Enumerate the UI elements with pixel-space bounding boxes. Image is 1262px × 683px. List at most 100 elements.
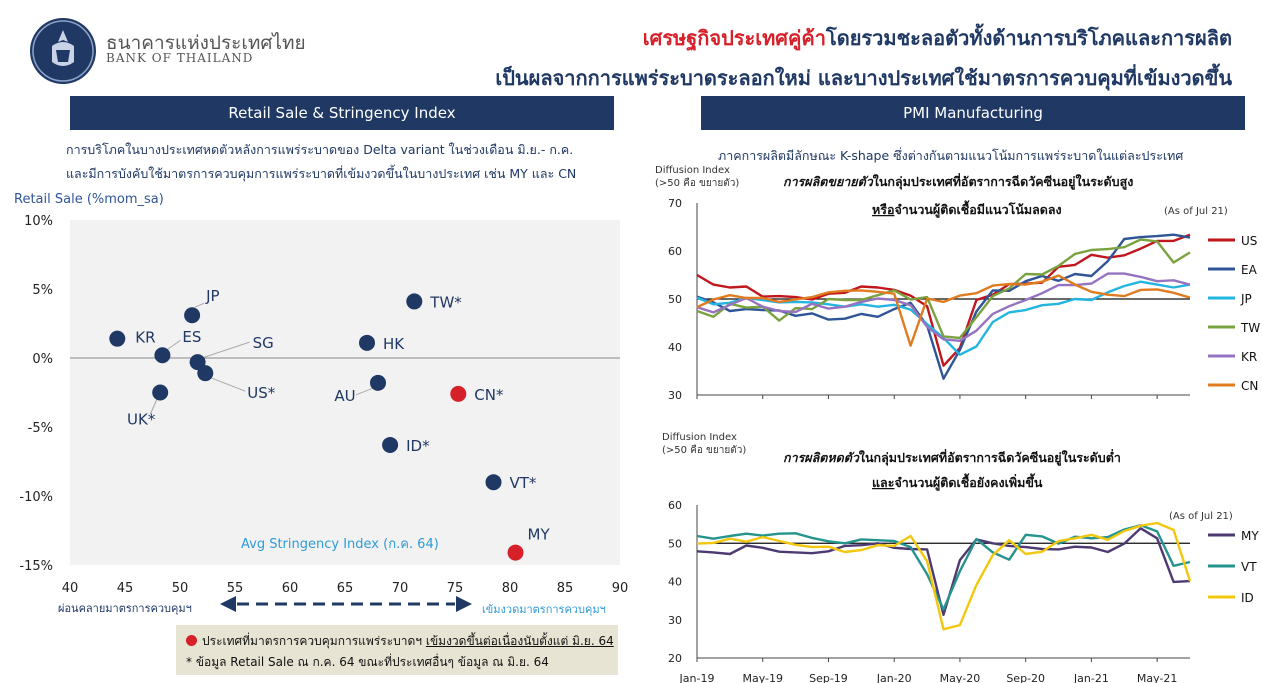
legend-label-tw: TW	[1240, 321, 1260, 335]
footnote-star-text: * ข้อมูล Retail Sale ณ ก.ค. 64 ขณะที่ประ…	[186, 655, 549, 669]
scatter-x-tick: 65	[337, 581, 354, 596]
scatter-y-axis-label: Retail Sale (%mom_sa)	[14, 192, 164, 207]
headline-rest: โดยรวมชะลอตัวทั้งด้านการบริโภคและการผลิต	[825, 26, 1232, 50]
scatter-point-vt	[485, 474, 502, 491]
pmi1-subtitle-underlined: หรือ	[872, 202, 894, 217]
scatter-point-kr	[109, 330, 126, 347]
bank-logo-emblem	[30, 18, 96, 84]
scatter-label-my: MY	[528, 526, 551, 544]
y-tick-label: 60	[668, 499, 682, 512]
footnote-red-row: ประเทศที่มาตรการควบคุมการแพร่ระบาดฯ เข้ม…	[186, 632, 614, 651]
scatter-y-tick: 10%	[24, 214, 53, 229]
pmi2-title-emph: การผลิตหดตัว	[783, 450, 860, 465]
footnote-red-text: ประเทศที่มาตรการควบคุมการแพร่ระบาดฯ	[202, 634, 423, 648]
scatter-leader-sg	[201, 341, 250, 359]
garuda-emblem-icon	[32, 20, 94, 82]
pmi-banner: PMI Manufacturing	[701, 96, 1245, 130]
stringency-arrow	[220, 596, 472, 612]
pmi1-subtitle: หรือจำนวนผู้ติดเชื้อมีแนวโน้มลดลง	[872, 200, 1062, 218]
scatter-leader-jp	[194, 302, 205, 308]
x-tick-label: Sep-20	[1006, 409, 1045, 410]
scatter-point-es	[154, 347, 171, 364]
pmi2-subtitle: และจำนวนผู้ติดเชื้อยังคงเพิ่มขึ้น	[872, 473, 1043, 491]
scatter-leader-uk	[149, 398, 158, 415]
pmi1-ylabel-line2: (>50 คือ ขยายตัว)	[655, 177, 739, 189]
scatter-label-us: US*	[247, 384, 276, 402]
scatter-x-tick: 80	[502, 581, 519, 596]
pmi1-ylabel-line1: Diffusion Index	[655, 165, 730, 176]
headline-line-1: เศรษฐกิจประเทศคู่ค้าโดยรวมชะลอตัวทั้งด้า…	[643, 22, 1232, 54]
x-tick-label: Jan-19	[679, 409, 715, 410]
scatter-point-cn	[450, 385, 467, 402]
scatter-point-jp	[184, 307, 201, 324]
x-tick-label: May-20	[940, 409, 981, 410]
scatter-label-vt: VT*	[510, 474, 537, 492]
pmi1-as-of: (As of Jul 21)	[1164, 206, 1228, 217]
y-tick-label: 50	[668, 293, 682, 306]
series-line-my	[696, 527, 1191, 616]
left-note-line-1: การบริโภคในบางประเทศหดตัวหลังการแพร่ระบา…	[66, 142, 574, 157]
scatter-point-tw	[406, 293, 423, 310]
scatter-x-tick: 60	[282, 581, 299, 596]
scatter-label-tw: TW*	[429, 293, 462, 311]
legend-label-vt: VT	[1241, 560, 1257, 574]
bank-name-english: BANK OF THAILAND	[106, 51, 254, 65]
scatter-y-tick: 5%	[32, 283, 53, 298]
headline-highlight: เศรษฐกิจประเทศคู่ค้า	[642, 26, 826, 50]
scatter-x-axis-label: Avg Stringency Index (ก.ค. 64)	[241, 537, 439, 552]
scatter-label-uk: UK*	[127, 411, 156, 429]
legend-label-my: MY	[1241, 529, 1259, 543]
pmi2-ylabel-line1: Diffusion Index	[662, 432, 737, 443]
scatter-label-au: AU	[334, 387, 355, 405]
y-tick-label: 30	[668, 614, 682, 627]
left-note-line-2: และมีการบังคับใช้มาตรการควบคุมการแพร่ระบ…	[66, 166, 577, 181]
scatter-x-tick: 40	[62, 581, 79, 596]
pmi2-subtitle-underlined: และ	[872, 475, 894, 490]
x-tick-label: May-19	[742, 672, 783, 683]
series-line-vt	[696, 524, 1191, 611]
y-tick-label: 70	[668, 197, 682, 210]
x-tick-label: Jan-19	[679, 672, 715, 683]
y-tick-label: 20	[668, 652, 682, 665]
scatter-x-tick: 75	[447, 581, 464, 596]
scatter-leader-au	[355, 387, 375, 396]
series-line-jp	[696, 280, 1191, 356]
pmi1-subtitle-rest: จำนวนผู้ติดเชื้อมีแนวโน้มลดลง	[894, 200, 1061, 218]
x-tick-label: May-21	[1137, 672, 1178, 683]
bank-name-thai: ธนาคารแห่งประเทศไทย	[106, 32, 306, 54]
scatter-leader-es	[166, 339, 181, 351]
pmi2-ylabel-line2: (>50 คือ ขยายตัว)	[662, 444, 746, 456]
x-tick-label: Jan-20	[876, 672, 912, 683]
red-dot-icon	[186, 635, 197, 646]
x-tick-label: Jan-21	[1073, 409, 1109, 410]
scatter-y-tick: 0%	[32, 352, 53, 367]
scatter-label-kr: KR	[135, 329, 155, 347]
right-note: ภาคการผลิตมีลักษณะ K-shape ซึ่งต่างกันตา…	[718, 148, 1184, 163]
series-line-tw	[696, 238, 1191, 340]
legend-label-cn: CN	[1241, 379, 1258, 393]
pmi-high-vaccine-chart: Diffusion Index (>50 คือ ขยายตัว) การผลิ…	[655, 165, 1260, 410]
scatter-y-tick: -15%	[19, 559, 53, 574]
headline-line-2: เป็นผลจากการแพร่ระบาดระลอกใหม่ และบางประ…	[495, 66, 1232, 90]
retail-sale-banner: Retail Sale & Stringency Index	[70, 96, 614, 130]
scatter-point-id	[382, 436, 399, 453]
x-tick-label: May-20	[940, 672, 981, 683]
scatter-x-tick: 90	[612, 581, 629, 596]
pmi2-subtitle-rest: จำนวนผู้ติดเชื้อยังคงเพิ่มขึ้น	[894, 473, 1042, 491]
scatter-point-uk	[152, 384, 169, 401]
scatter-label-id: ID*	[406, 437, 430, 455]
scatter-x-tick: 45	[117, 581, 134, 596]
arrow-right-label: เข้มงวดมาตรการควบคุมฯ	[482, 603, 606, 616]
scatter-footnote-box: ประเทศที่มาตรการควบคุมการแพร่ระบาดฯ เข้ม…	[176, 625, 618, 675]
x-tick-label: Sep-20	[1006, 672, 1045, 683]
y-tick-label: 40	[668, 341, 682, 354]
y-tick-label: 50	[668, 537, 682, 550]
scatter-label-jp: JP	[205, 287, 219, 305]
scatter-leader-us	[209, 376, 246, 392]
x-tick-label: Sep-19	[809, 409, 848, 410]
series-line-id	[696, 521, 1192, 631]
scatter-point-us	[197, 365, 214, 382]
x-tick-label: May-21	[1137, 409, 1178, 410]
arrow-left-icon	[220, 596, 236, 612]
legend-label-id: ID	[1241, 591, 1254, 605]
